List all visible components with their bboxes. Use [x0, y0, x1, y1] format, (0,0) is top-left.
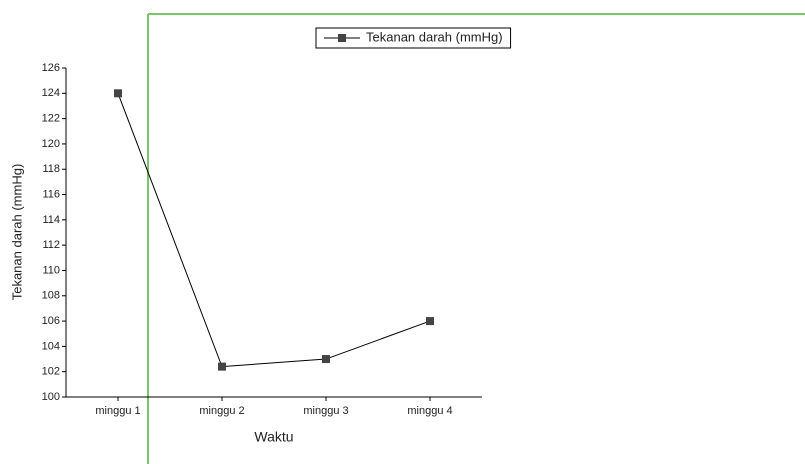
- x-tick-label: minggu 3: [303, 405, 348, 417]
- x-tick-label: minggu 1: [95, 405, 140, 417]
- point: [218, 362, 226, 371]
- y-tick-label: 106: [42, 315, 60, 327]
- legend-label: Tekanan darah (mmHg): [366, 29, 503, 44]
- y-tick-label: 120: [42, 138, 60, 150]
- series-line: [117, 93, 431, 368]
- x-axis-label: Waktu: [254, 429, 293, 445]
- y-tick-label: 110: [42, 264, 60, 276]
- y-tick-label: 108: [42, 290, 60, 302]
- point: [322, 355, 330, 364]
- y-tick-label: 112: [42, 239, 60, 251]
- legend-box: [315, 27, 512, 49]
- point: [114, 89, 122, 98]
- y-tick-label: 118: [42, 163, 60, 175]
- y-tick-label: 126: [42, 62, 60, 74]
- y-tick-label: 116: [42, 188, 60, 200]
- y-tick-label: 122: [42, 113, 60, 125]
- point: [426, 317, 434, 326]
- y-tick-label: 114: [42, 214, 60, 226]
- y-axis-label: Tekanan darah (mmHg): [9, 164, 24, 301]
- y-tick-label: 102: [42, 366, 60, 378]
- y-tick-label: 124: [42, 87, 60, 99]
- legend-marker: [338, 34, 346, 42]
- x-tick-label: minggu 4: [407, 405, 452, 417]
- y-tick-label: 104: [42, 340, 60, 352]
- x-tick-label: minggu 2: [199, 405, 244, 417]
- y-tick-label: 100: [42, 391, 60, 403]
